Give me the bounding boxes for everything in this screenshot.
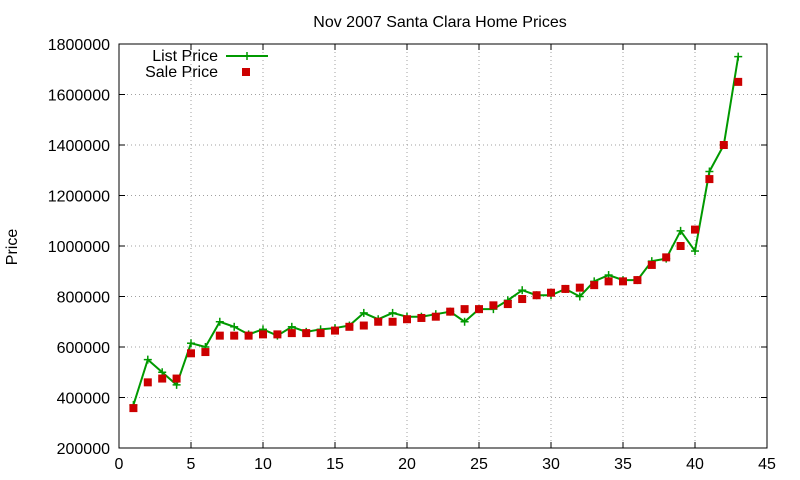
sale-price-point <box>691 225 699 234</box>
x-tick-label: 25 <box>470 456 488 473</box>
legend-entry: List Price <box>152 48 268 65</box>
sale-price-point <box>302 329 311 338</box>
y-tick-label: 400000 <box>57 391 110 408</box>
sale-price-point <box>575 283 584 292</box>
list-price-point <box>143 355 152 364</box>
y-tick-label: 200000 <box>57 441 110 458</box>
list-price-point <box>187 339 195 348</box>
sale-price-point <box>734 77 743 86</box>
series <box>129 52 743 413</box>
sale-price-point <box>719 141 728 149</box>
sale-price-point <box>633 276 642 285</box>
sale-price-point <box>287 329 296 338</box>
sale-price-point <box>359 321 368 330</box>
x-tick-label: 5 <box>187 456 196 473</box>
sale-price-point <box>158 374 167 383</box>
sale-price-point <box>201 348 210 357</box>
sale-price-point <box>518 295 527 304</box>
sale-price-point <box>676 242 685 250</box>
sale-price-point <box>662 253 671 262</box>
sale-price-point <box>705 175 714 184</box>
sale-price-point <box>403 315 411 324</box>
y-tick-label: 1800000 <box>48 37 110 54</box>
sale-price-point <box>489 301 498 310</box>
x-tick-label: 20 <box>398 456 416 473</box>
x-tick-label: 0 <box>115 456 124 473</box>
sale-price-point <box>259 330 267 339</box>
y-tick-label: 600000 <box>57 340 110 357</box>
sale-price-point <box>215 331 224 340</box>
x-tick-label: 45 <box>758 456 776 473</box>
y-axis-label: Price <box>4 229 21 266</box>
sale-price-point <box>590 281 599 290</box>
chart-title: Nov 2007 Santa Clara Home Prices <box>313 14 566 31</box>
legend-plus-swatch <box>243 52 251 60</box>
x-tick-label: 40 <box>686 456 704 473</box>
list-price-point <box>359 308 368 317</box>
list-price-point <box>676 226 685 235</box>
list-price-point <box>705 167 714 176</box>
sale-price-point <box>604 277 613 286</box>
y-tick-label: 1400000 <box>48 138 110 155</box>
sale-price-point <box>619 277 627 286</box>
sale-price-point <box>316 329 325 338</box>
axes: 0 5 10 15 20 25 30 35 40 45 200000 400000 600000 8000… <box>48 37 776 473</box>
list-price-point <box>230 322 239 331</box>
sale-price-point <box>417 313 426 322</box>
sale-price-point <box>532 291 541 300</box>
sale-price-point <box>388 317 397 326</box>
series-sale-price <box>129 77 743 413</box>
list-price-point <box>734 52 743 61</box>
series-list-price <box>129 52 743 410</box>
legend-label: Sale Price <box>145 64 218 81</box>
y-tick-label: 800000 <box>57 290 110 307</box>
plot-frame <box>118 43 768 449</box>
sale-price-point <box>331 326 339 335</box>
sale-price-point <box>431 312 440 321</box>
sale-price-point <box>547 288 555 297</box>
list-price-point <box>691 247 699 256</box>
list-price-point <box>388 308 397 317</box>
sale-price-point <box>230 331 239 340</box>
y-tick-label: 1200000 <box>48 189 110 206</box>
grid <box>119 44 767 448</box>
list-price-point <box>518 286 527 295</box>
sale-price-point <box>273 330 282 339</box>
sale-price-point <box>647 260 656 269</box>
x-tick-label: 35 <box>614 456 632 473</box>
sale-price-point <box>345 322 354 331</box>
sale-price-point <box>561 284 570 293</box>
x-tick-label: 30 <box>542 456 560 473</box>
sale-price-point <box>446 307 455 316</box>
sale-price-point <box>129 404 138 413</box>
sale-price-point <box>503 300 512 309</box>
list-price-line <box>132 56 740 406</box>
legend-label: List Price <box>152 48 218 65</box>
y-tick-label: 1600000 <box>48 88 110 105</box>
x-tick-label: 10 <box>254 456 272 473</box>
sale-price-point <box>244 331 253 340</box>
sale-price-point <box>475 305 483 314</box>
sale-price-point <box>374 317 383 326</box>
sale-price-point <box>172 374 181 383</box>
sale-price-point <box>143 378 152 387</box>
x-tick-label: 15 <box>326 456 344 473</box>
list-price-point <box>460 317 469 326</box>
legend-square-swatch <box>242 68 250 76</box>
sale-price-point <box>460 305 469 314</box>
list-price-point <box>575 292 584 301</box>
y-tick-label: 1000000 <box>48 239 110 256</box>
list-price-point <box>215 317 224 326</box>
sale-price-point <box>187 349 195 358</box>
legend-entry: Sale Price <box>145 64 250 81</box>
